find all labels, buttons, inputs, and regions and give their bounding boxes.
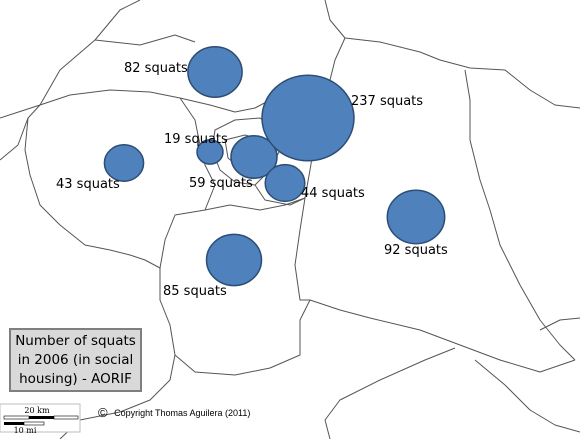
border-north-right	[324, 0, 441, 61]
copyright-icon: ©	[98, 405, 108, 420]
bubble-label-seine-saint-denis: 237 squats	[351, 94, 423, 109]
copyright-text: Copyright Thomas Aguilera (2011)	[114, 408, 251, 418]
bubble-label-val-de-marne: 44 squats	[301, 186, 365, 201]
bubble-yvelines	[103, 144, 145, 182]
bubble-labels: 59 squats 237 squats 82 squats 19 squats 44 …	[56, 61, 448, 299]
border-val-d-oise-south	[39, 89, 271, 113]
bubble-seine-saint-denis	[261, 74, 355, 162]
bubble-label-val-d-oise: 82 squats	[124, 61, 188, 76]
border-north-top	[94, 34, 196, 46]
legend-box: Number of squats in 2006 (in social hous…	[9, 328, 142, 392]
border-essonne-north	[204, 197, 306, 211]
scale-mi-label: 10 mi	[14, 426, 37, 435]
border-ne	[439, 59, 580, 109]
bubble-label-essonne: 85 squats	[163, 284, 227, 299]
border-south-east	[474, 359, 580, 433]
bubble-seine-et-marne	[386, 189, 446, 245]
legend-line: housing) - AORIF	[19, 370, 132, 387]
region-outline-west	[24, 117, 161, 269]
bubble-label-hauts-de-seine: 59 squats	[189, 176, 253, 191]
region-outline-se	[309, 299, 576, 373]
border-yvelines-east	[159, 97, 216, 269]
legend-line: in 2006 (in social	[17, 351, 134, 368]
border-vdm-south	[254, 184, 306, 206]
border-east-outer	[539, 317, 580, 331]
region-outline-east	[464, 69, 576, 361]
bubble-hauts-de-seine	[230, 134, 278, 180]
bubbles	[103, 46, 446, 287]
scale-bar: 20 km 10 mi	[0, 403, 81, 435]
legend-text: Number of squats in 2006 (in social hous…	[15, 332, 136, 389]
bubble-val-de-marne	[264, 163, 306, 203]
region-outline-sw	[159, 268, 311, 376]
bubble-paris	[196, 139, 224, 165]
bubble-label-seine-et-marne: 92 squats	[384, 243, 448, 258]
border-north-left	[0, 0, 141, 119]
bubble-label-paris: 19 squats	[164, 132, 228, 147]
scale-km-label: 20 km	[24, 406, 50, 415]
legend-line: Number of squats	[15, 332, 136, 349]
border-west-outer	[0, 104, 41, 161]
copyright-notice: © Copyright Thomas Aguilera (2011)	[98, 405, 250, 420]
border-essonne-east	[294, 197, 310, 301]
bubble-val-d-oise	[187, 46, 243, 98]
bubble-essonne	[205, 233, 263, 287]
border-south-outer	[324, 347, 456, 439]
bubble-label-yvelines: 43 squats	[56, 177, 120, 192]
